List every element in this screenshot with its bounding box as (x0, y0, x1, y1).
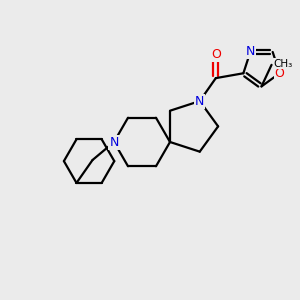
Text: N: N (246, 46, 255, 59)
Text: O: O (275, 67, 284, 80)
Text: N: N (109, 136, 119, 148)
Text: O: O (211, 48, 221, 61)
Text: N: N (195, 94, 204, 108)
Text: CH₃: CH₃ (274, 59, 293, 69)
